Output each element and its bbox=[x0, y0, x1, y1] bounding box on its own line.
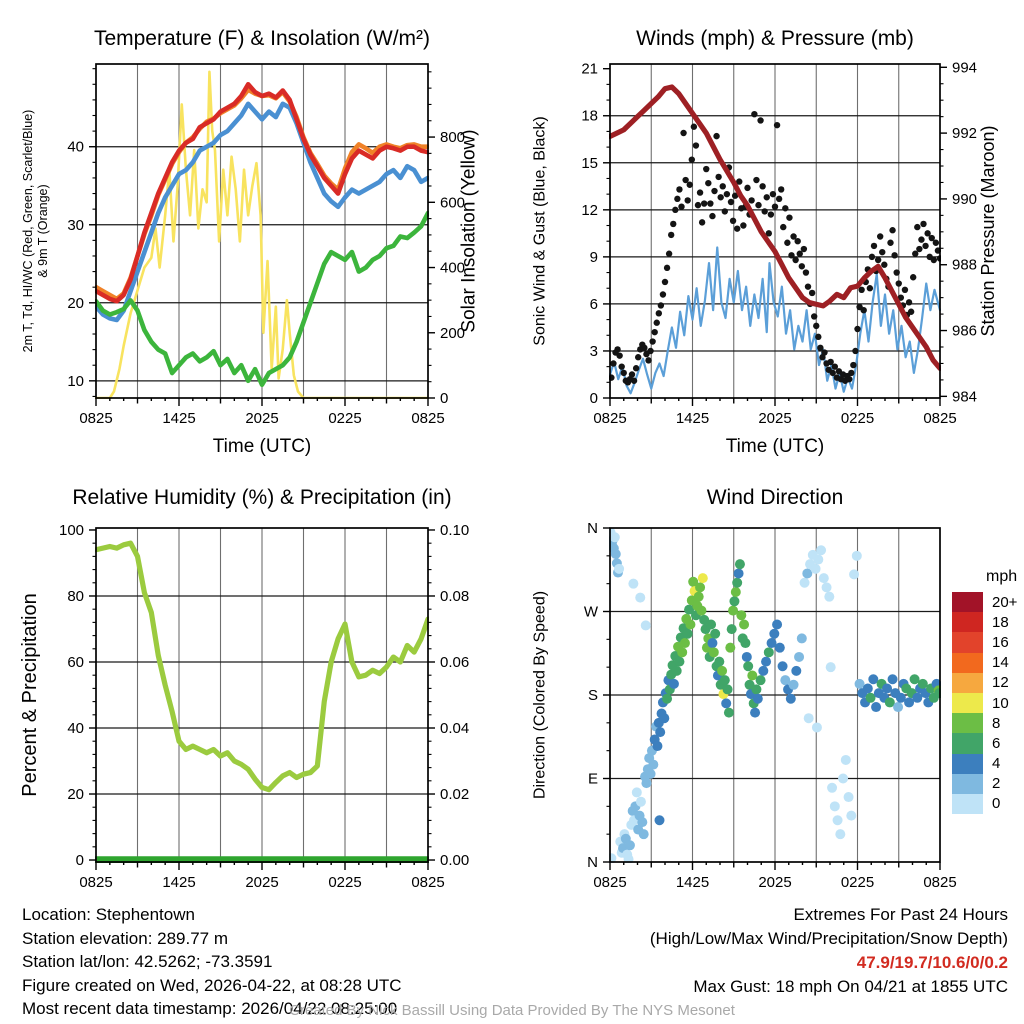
figure-created-timestamp: Figure created on Wed, 2026-04-22, at 08… bbox=[22, 975, 402, 995]
colorbar-entry: 18 bbox=[952, 612, 1024, 633]
extremes-summary: Extremes For Past 24 Hours (High/Low/Max… bbox=[650, 903, 1008, 999]
extremes-subtitle: (High/Low/Max Wind/Precipitation/Snow De… bbox=[649, 929, 1008, 948]
colorbar-swatch bbox=[952, 612, 983, 633]
station-info: Location: Stephentown Station elevation:… bbox=[22, 903, 402, 1021]
chart-title-winds-pressure: Winds (mph) & Pressure (mb) bbox=[636, 27, 914, 50]
colorbar-entry: 6 bbox=[952, 733, 1024, 754]
colorbar-label: 2 bbox=[992, 775, 1001, 793]
colorbar-entry: 10 bbox=[952, 692, 1024, 714]
credit-line: Created By Nick Bassill Using Data Provi… bbox=[289, 1002, 735, 1019]
colorbar-label: 10 bbox=[992, 694, 1009, 712]
station-latlon: Station lat/lon: 42.5262; -73.3591 bbox=[22, 952, 273, 971]
colorbar-swatch bbox=[952, 753, 983, 774]
extremes-title: Extremes For Past 24 Hours bbox=[793, 905, 1008, 924]
xaxis-label-temperature: Time (UTC) bbox=[212, 436, 312, 457]
colorbar-swatches: 20+ 18 16 14 12 10 8 6 4 2 0 bbox=[952, 592, 1024, 815]
colorbar-label: 20+ bbox=[992, 593, 1018, 611]
chart-canvas-winds-pressure bbox=[512, 0, 1024, 470]
colorbar-swatch bbox=[952, 632, 983, 653]
yaxis-label-wind-left: Sonic Wind & Gust (Blue, Black) bbox=[531, 116, 549, 346]
colorbar-swatch bbox=[952, 773, 983, 794]
colorbar-swatch bbox=[952, 713, 983, 734]
colorbar-swatch bbox=[952, 733, 983, 754]
colorbar-entry: 20+ bbox=[952, 592, 1024, 613]
chart-canvas-wind-direction bbox=[512, 480, 1024, 912]
colorbar-entry: 8 bbox=[952, 713, 1024, 734]
colorbar-swatch bbox=[952, 793, 983, 815]
station-location: Location: Stephentown bbox=[22, 905, 195, 924]
most-recent-data-timestamp: Most recent data timestamp: 2026/04/22 0… bbox=[22, 999, 398, 1018]
colorbar-swatch bbox=[952, 672, 983, 693]
yaxis-label-direction-left: Direction (Colored By Speed) bbox=[531, 590, 549, 800]
colorbar-entry: 16 bbox=[952, 632, 1024, 653]
chart-title-temperature-insolation: Temperature (F) & Insolation (W/m²) bbox=[93, 27, 431, 50]
colorbar-label: 4 bbox=[992, 755, 1001, 773]
colorbar-label: 18 bbox=[992, 613, 1009, 631]
station-elevation: Station elevation: 289.77 m bbox=[22, 928, 229, 948]
yaxis-label-temperature-left: 2m T, Td, HI/WC (Red, Green, Scarlet/Blu… bbox=[21, 109, 50, 353]
colorbar-label: 8 bbox=[992, 714, 1001, 732]
yaxis-label-percent-precip-left: Percent & Precipitation bbox=[19, 593, 41, 797]
colorbar-entry: 0 bbox=[952, 793, 1024, 815]
chart-canvas-humidity-precip bbox=[0, 480, 512, 912]
colorbar-label: 6 bbox=[992, 734, 1001, 752]
colorbar-label: 16 bbox=[992, 633, 1009, 651]
yaxis-label-insolation-right: Solar Insolation (Yellow) bbox=[458, 129, 480, 333]
yaxis-label-pressure-right: Station Pressure (Maroon) bbox=[978, 125, 999, 337]
colorbar-entry: 14 bbox=[952, 652, 1024, 673]
colorbar-label: 0 bbox=[992, 795, 1001, 813]
xaxis-label-winds: Time (UTC) bbox=[725, 436, 825, 457]
chart-title-wind-direction: Wind Direction bbox=[706, 486, 844, 509]
colorbar-entry: 12 bbox=[952, 672, 1024, 693]
max-gust: Max Gust: 18 mph On 04/21 at 1855 UTC bbox=[693, 977, 1008, 996]
colorbar-swatch bbox=[952, 592, 983, 613]
colorbar-entry: 2 bbox=[952, 773, 1024, 794]
chart-canvas-temperature-insolation bbox=[0, 0, 512, 470]
colorbar-entry: 4 bbox=[952, 753, 1024, 774]
extremes-values: 47.9/19.7/10.6/0/0.2 bbox=[856, 953, 1008, 972]
colorbar-label: 12 bbox=[992, 674, 1009, 692]
colorbar-swatch bbox=[952, 692, 983, 714]
chart-title-humidity-precip: Relative Humidity (%) & Precipitation (i… bbox=[72, 486, 452, 509]
colorbar-label: 14 bbox=[992, 654, 1009, 672]
colorbar-title: mph bbox=[986, 568, 1018, 585]
colorbar-swatch bbox=[952, 652, 983, 673]
